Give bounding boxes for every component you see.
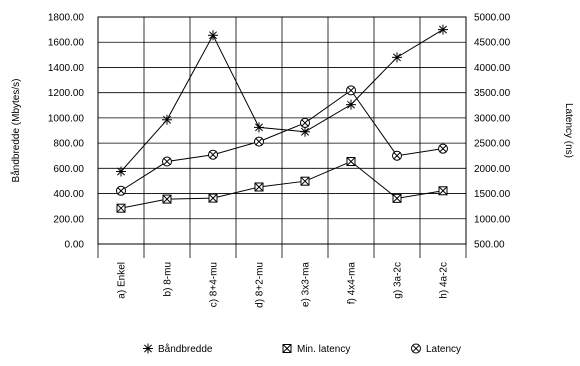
data-point — [116, 185, 126, 196]
x-tick-label: d) 8+2-mu — [255, 262, 266, 308]
data-point — [438, 143, 448, 154]
data-point — [300, 176, 310, 186]
data-point — [208, 30, 218, 41]
marker-stroke — [254, 182, 264, 192]
series-line — [120, 160, 444, 209]
legend: Båndbredde Min. latency Latency — [143, 343, 461, 355]
y-tick-label: 1400.00 — [48, 63, 85, 74]
marker-stroke — [393, 152, 401, 160]
y-tick-label: 800.00 — [53, 139, 84, 150]
marker-stroke — [209, 31, 217, 40]
marker-stroke — [255, 138, 263, 146]
x-tick-label: b) 8-mu — [163, 262, 174, 296]
data-point — [254, 136, 264, 147]
data-point — [392, 52, 402, 63]
data-point — [392, 150, 402, 161]
y-tick-label: 600.00 — [53, 164, 84, 175]
data-point — [162, 114, 172, 125]
y2-tick-label: 1000.00 — [474, 214, 511, 225]
legend-marker-stroke — [144, 344, 152, 353]
marker-stroke — [208, 193, 218, 203]
legend-marker-stroke — [282, 344, 292, 353]
legend-label: Latency — [426, 344, 461, 355]
marker-stroke — [300, 176, 310, 186]
y-tick-label: 1200.00 — [48, 88, 85, 99]
data-point — [392, 193, 402, 203]
y2-tick-label: 3000.00 — [474, 113, 511, 124]
marker-stroke — [347, 100, 355, 109]
data-point — [116, 203, 126, 213]
y-tick-label: 1000.00 — [48, 113, 85, 124]
x-tick-label: g) 3a-2c — [393, 262, 404, 299]
data-point — [254, 182, 264, 192]
marker-stroke — [301, 119, 309, 127]
legend-label: Båndbredde — [158, 343, 213, 355]
data-point — [300, 117, 310, 128]
data-point — [438, 186, 448, 196]
y-axis-title: Båndbredde (Mbytes/s) — [10, 79, 22, 183]
marker-stroke — [162, 194, 172, 204]
series-boxed-x — [116, 157, 448, 213]
y-tick-label: 400.00 — [53, 189, 84, 200]
marker-stroke — [393, 53, 401, 62]
y2-tick-label: 2000.00 — [474, 164, 511, 175]
y-tick-label: 0.00 — [65, 240, 85, 251]
data-point — [346, 99, 356, 110]
legend-item: Båndbredde — [143, 343, 213, 355]
y2-tick-label: 5000.00 — [474, 13, 511, 24]
legend-marker-stroke — [412, 344, 420, 353]
x-tick-label: e) 3x3-ma — [301, 262, 312, 307]
marker-stroke — [392, 193, 402, 203]
data-point — [116, 166, 126, 177]
data-point — [300, 126, 310, 137]
legend-item: Latency — [411, 343, 461, 355]
y2-axis-title: Latency (ns) — [563, 103, 574, 158]
data-point — [254, 122, 264, 133]
y-tick-label: 1800.00 — [48, 13, 85, 24]
x-tick-label: c) 8+4-mu — [209, 262, 220, 307]
x-tick-label: h) 4a-2c — [439, 262, 450, 299]
marker-stroke — [163, 157, 171, 166]
marker-stroke — [209, 151, 217, 159]
x-tick-label: f) 4x4-ma — [347, 262, 358, 305]
series-circled-x — [116, 85, 448, 196]
marker-stroke — [255, 123, 263, 132]
marker-stroke — [439, 25, 447, 34]
y2-tick-label: 4000.00 — [474, 63, 511, 74]
marker-stroke — [439, 145, 447, 153]
y2-tick-label: 2500.00 — [474, 139, 511, 150]
grid — [97, 16, 467, 245]
marker-stroke — [117, 187, 125, 195]
marker-stroke — [347, 86, 355, 94]
data-point — [208, 193, 218, 203]
data-point — [346, 157, 356, 167]
y2-tick-label: 1500.00 — [474, 189, 511, 200]
data-point — [438, 24, 448, 35]
x-tick-label: a) Enkel — [117, 262, 128, 299]
y2-tick-label: 500.00 — [474, 240, 505, 251]
marker-stroke — [116, 203, 126, 213]
legend-label: Min. latency — [297, 344, 350, 355]
axes: 0.00 200.00 400.00 600.00 800.00 1000.00 1200.… — [10, 13, 574, 308]
marker-stroke — [438, 186, 448, 196]
series-line — [120, 29, 444, 172]
y2-tick-label: 4500.00 — [474, 38, 511, 49]
marker-stroke — [301, 127, 309, 136]
data-point — [208, 149, 218, 160]
y-tick-label: 200.00 — [53, 214, 84, 225]
series-layer — [116, 24, 448, 213]
series-asterisk — [116, 24, 448, 177]
y-tick-label: 1600.00 — [48, 38, 85, 49]
marker-stroke — [346, 157, 356, 166]
legend-item: Min. latency — [282, 344, 350, 355]
data-point — [162, 156, 172, 167]
y2-tick-label: 3500.00 — [474, 88, 511, 99]
data-point — [346, 85, 356, 96]
data-point — [162, 194, 172, 204]
marker-stroke — [163, 115, 171, 124]
series-line — [120, 89, 444, 192]
marker-stroke — [117, 167, 125, 176]
